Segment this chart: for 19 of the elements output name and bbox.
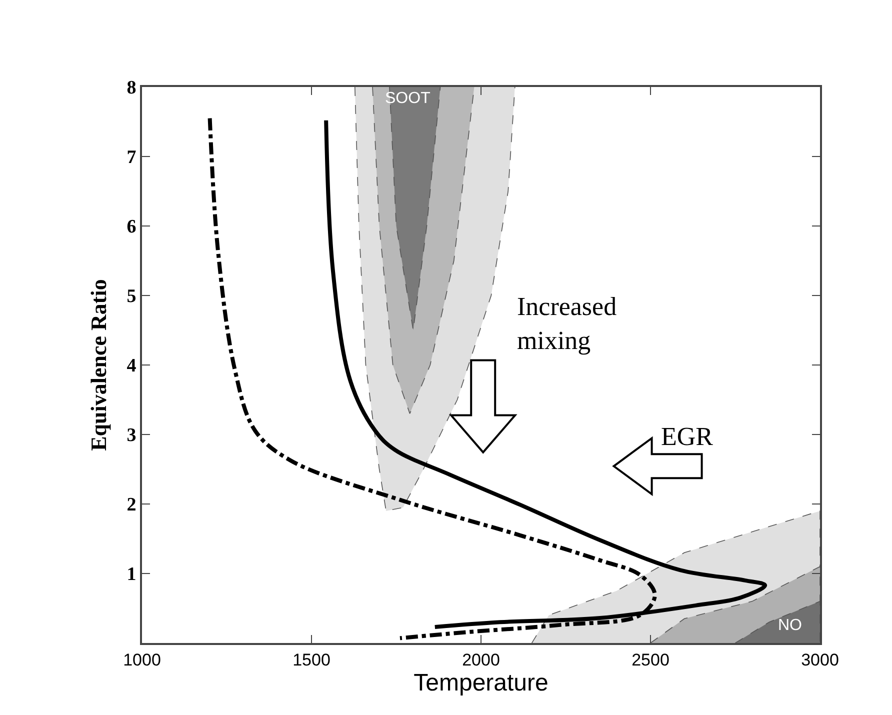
y-axis-title: Equivalence Ratio [86, 279, 111, 451]
x-tick-label: 1500 [292, 650, 330, 670]
y-tick-label: 7 [126, 147, 137, 168]
x-tick-label: 2000 [462, 650, 500, 670]
y-tick-label: 4 [126, 356, 137, 377]
y-tick-label: 6 [126, 216, 136, 238]
x-tick-label: 1000 [123, 650, 161, 670]
annotation: NO [778, 617, 802, 634]
x-tick-label: 3000 [801, 650, 839, 670]
annotation: SOOT [385, 90, 431, 107]
x-tick-label: 2500 [632, 650, 670, 670]
y-tick-label: 2 [126, 494, 136, 516]
annotation: Increased mixing [517, 292, 617, 355]
x-axis-title: Temperature [414, 669, 548, 696]
y-tick-label: 3 [126, 425, 136, 446]
y-tick-label: 8 [126, 78, 136, 99]
y-tick-label: 1 [126, 564, 136, 586]
annotation: EGR [661, 422, 714, 451]
y-tick-label: 5 [126, 286, 136, 308]
